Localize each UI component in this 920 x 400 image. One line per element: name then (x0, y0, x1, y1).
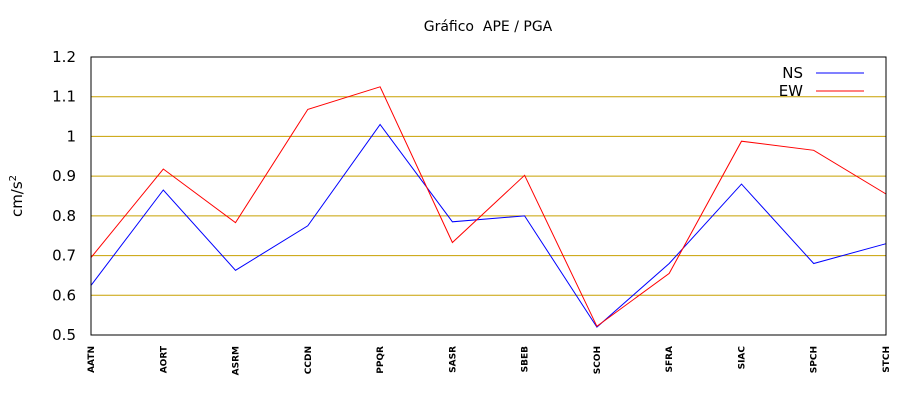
y-tick-label: 1.1 (52, 88, 76, 106)
series-line-ew (90, 86, 887, 328)
x-ticks: AATN AORT ASRM CCDN PPQR SASR SBEB SCOH SFRA SIAC… (87, 345, 892, 375)
chart-title: Gráfico APE / PGA (424, 19, 553, 35)
legend-label-ns: NS (782, 64, 803, 82)
y-axis-label-superscript: 2 (8, 175, 19, 181)
x-tick-label: SIAC (737, 346, 747, 370)
x-tick-label: STCH (882, 346, 892, 373)
y-tick-label: 1 (66, 127, 76, 145)
y-tick-label: 0.5 (52, 326, 76, 344)
y-axis-label-text: cm/s (8, 181, 26, 217)
y-tick-label: 1.2 (52, 48, 76, 66)
x-tick-label: SCOH (593, 346, 603, 374)
x-tick-label: SPCH (810, 346, 820, 373)
y-tick-label: 0.7 (52, 247, 76, 265)
grid-lines (91, 96, 886, 296)
y-ticks: 0.5 0.6 0.7 0.8 0.9 1 1.1 1.2 (52, 48, 76, 344)
series-line-ns (90, 123, 887, 328)
x-tick-label: ASRM (232, 346, 242, 375)
y-tick-label: 0.8 (52, 207, 76, 225)
svg-text:cm/s2: cm/s2 (8, 175, 26, 217)
x-tick-label: SBEB (521, 346, 531, 372)
y-tick-label: 0.6 (52, 286, 76, 304)
y-tick-label: 0.9 (52, 167, 76, 185)
x-tick-label: SASR (448, 346, 458, 373)
series-lines (90, 86, 887, 328)
x-tick-label: PPQR (376, 346, 386, 374)
x-tick-label: AORT (159, 345, 169, 373)
plot-frame (90, 56, 887, 336)
x-tick-label: AATN (87, 346, 97, 373)
x-tick-label: SFRA (665, 346, 675, 373)
y-axis-label: cm/s2 (8, 175, 26, 217)
x-tick-label: CCDN (304, 346, 314, 374)
legend-label-ew: EW (779, 82, 803, 100)
